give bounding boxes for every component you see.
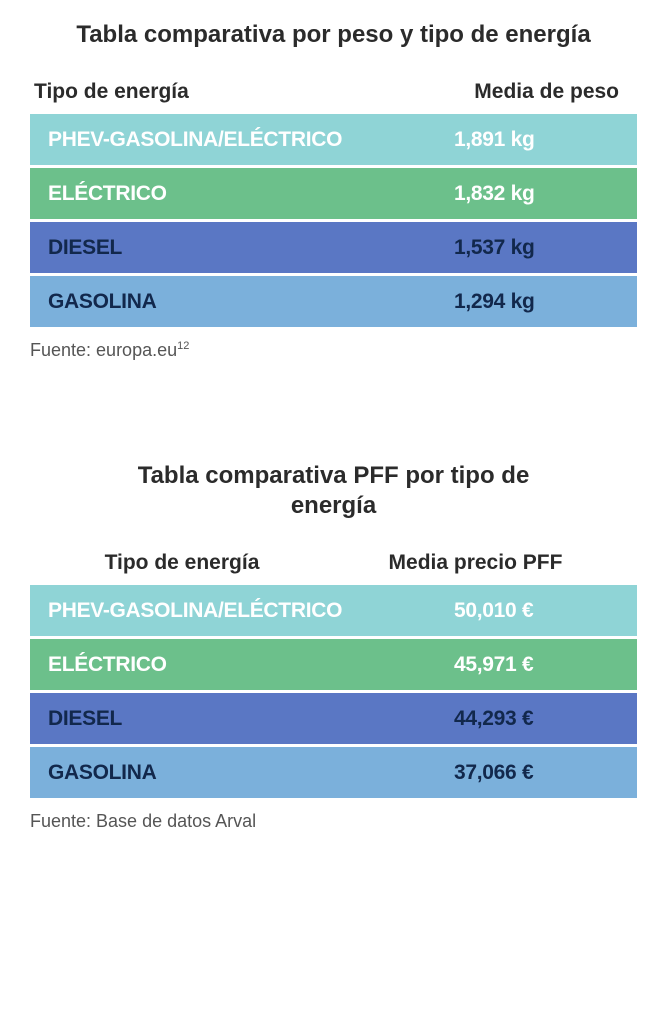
cell-value: 44,293 €	[454, 707, 619, 731]
table-title: Tabla comparativa por peso y tipo de ene…	[74, 20, 594, 50]
cell-energy-type: GASOLINA	[48, 761, 454, 785]
cell-energy-type: ELÉCTRICO	[48, 182, 454, 206]
cell-value: 1,294 kg	[454, 290, 619, 314]
table-source: Fuente: Base de datos Arval	[30, 811, 637, 832]
cell-energy-type: PHEV-GASOLINA/ELÉCTRICO	[48, 599, 454, 623]
table-weight-by-energy: Tabla comparativa por peso y tipo de ene…	[30, 20, 637, 361]
cell-energy-type: ELÉCTRICO	[48, 653, 454, 677]
table-row: DIESEL1,537 kg	[30, 222, 637, 276]
table-source: Fuente: europa.eu12	[30, 340, 637, 361]
table-header-row: Tipo de energía Media precio PFF	[30, 551, 637, 585]
table-body: PHEV-GASOLINA/ELÉCTRICO1,891 kgELÉCTRICO…	[30, 114, 637, 330]
table-row: ELÉCTRICO1,832 kg	[30, 168, 637, 222]
cell-value: 37,066 €	[454, 761, 619, 785]
cell-energy-type: DIESEL	[48, 707, 454, 731]
cell-energy-type: DIESEL	[48, 236, 454, 260]
table-body: PHEV-GASOLINA/ELÉCTRICO50,010 €ELÉCTRICO…	[30, 585, 637, 801]
cell-value: 45,971 €	[454, 653, 619, 677]
table-row: DIESEL44,293 €	[30, 693, 637, 747]
table-header-row: Tipo de energía Media de peso	[30, 80, 637, 114]
cell-energy-type: PHEV-GASOLINA/ELÉCTRICO	[48, 128, 454, 152]
table-row: PHEV-GASOLINA/ELÉCTRICO1,891 kg	[30, 114, 637, 168]
col-header-weight: Media de peso	[474, 80, 619, 104]
col-header-energy: Tipo de energía	[34, 80, 189, 104]
cell-value: 50,010 €	[454, 599, 619, 623]
table-row: PHEV-GASOLINA/ELÉCTRICO50,010 €	[30, 585, 637, 639]
cell-value: 1,537 kg	[454, 236, 619, 260]
cell-energy-type: GASOLINA	[48, 290, 454, 314]
table-row: GASOLINA1,294 kg	[30, 276, 637, 330]
col-header-pff: Media precio PFF	[389, 551, 563, 575]
cell-value: 1,891 kg	[454, 128, 619, 152]
table-row: ELÉCTRICO45,971 €	[30, 639, 637, 693]
source-sup: 12	[177, 340, 189, 352]
col-header-energy: Tipo de energía	[105, 551, 260, 575]
table-row: GASOLINA37,066 €	[30, 747, 637, 801]
cell-value: 1,832 kg	[454, 182, 619, 206]
table-pff-by-energy: Tabla comparativa PFF por tipo de energí…	[30, 461, 637, 832]
source-text: Fuente: europa.eu	[30, 340, 177, 360]
table-title: Tabla comparativa PFF por tipo de energí…	[124, 461, 544, 521]
